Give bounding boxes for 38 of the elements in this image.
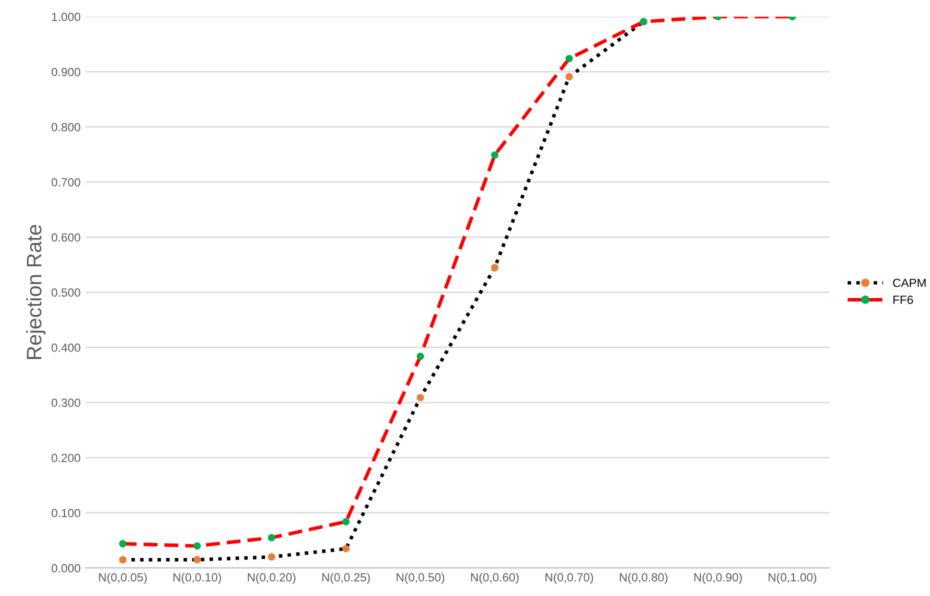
y-tick-label: 0.300 (52, 398, 80, 407)
point (491, 264, 498, 272)
point (119, 540, 126, 548)
y-tick-label: 0.600 (52, 233, 80, 242)
y-tick-label: 0.200 (52, 454, 80, 462)
point (565, 73, 573, 80)
x-tick-label: N(0,0.80) (620, 572, 668, 584)
point (565, 54, 573, 62)
y-tick-label: 0.900 (52, 68, 80, 76)
legend-label: FF6 (893, 296, 913, 304)
point (193, 556, 201, 564)
x-tick-label: N(0,0.90) (694, 572, 742, 584)
point (342, 518, 350, 526)
point (119, 556, 126, 564)
x-tick-label: N(0,0.50) (396, 572, 444, 584)
point (416, 352, 424, 360)
point (193, 542, 201, 550)
y-tick-label: 0.800 (52, 122, 80, 132)
x-tick-label: N(0,0.10) (174, 572, 222, 584)
y-tick-label: 0.100 (52, 508, 80, 518)
y-tick-label: 1.000 (52, 12, 80, 22)
point (268, 553, 276, 561)
point (491, 151, 498, 159)
x-tick-label: N(0,0.05) (99, 572, 147, 584)
y-tick-label: 0.500 (52, 288, 80, 297)
point (268, 534, 276, 542)
x-tick-label: N(0,1.00) (768, 572, 816, 584)
x-tick-label: N(0,0.70) (546, 572, 594, 584)
y-tick-label: 0.700 (52, 178, 80, 186)
x-tick-label: N(0,0.25) (322, 572, 370, 584)
point (416, 394, 424, 402)
x-tick-label: N(0,0.20) (248, 572, 296, 584)
y-tick-label: 0.400 (52, 344, 80, 352)
legend-label: CAPM (893, 278, 926, 288)
y-axis-title: Rejection Rate (26, 224, 46, 359)
y-tick-label: 0.000 (52, 564, 80, 572)
point (342, 545, 350, 552)
x-tick-label: N(0,0.60) (471, 572, 519, 584)
